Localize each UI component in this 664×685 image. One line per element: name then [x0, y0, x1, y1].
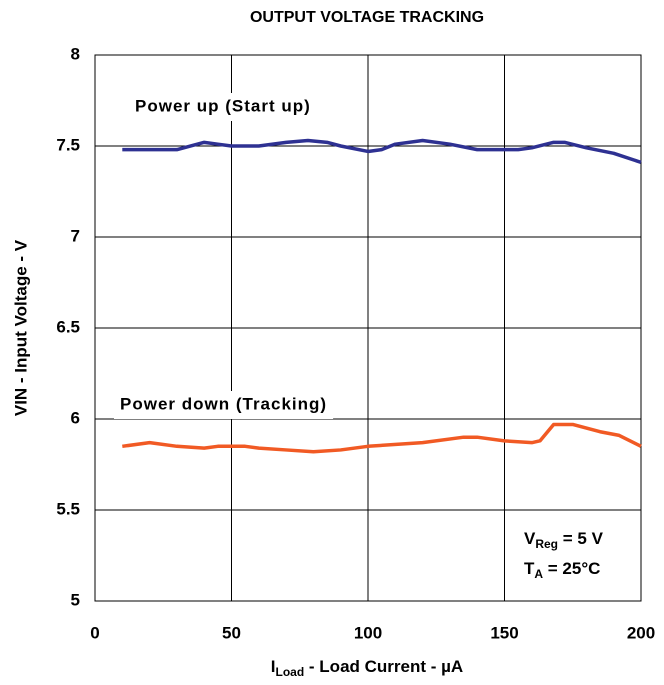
label-background [114, 391, 334, 419]
x-tick-label: 50 [222, 623, 241, 642]
y-tick-label: 6 [71, 408, 80, 427]
y-tick-label: 7 [71, 226, 80, 245]
y-tick-label: 5.5 [56, 499, 80, 518]
annotation-sub: Reg [535, 537, 558, 551]
x-tick-label: 200 [627, 623, 655, 642]
x-tick-label: 0 [90, 623, 99, 642]
annotation: TA = 25°C [524, 559, 600, 581]
y-tick-label: 7.5 [56, 135, 80, 154]
chart-title: OUTPUT VOLTAGE TRACKING [250, 9, 484, 26]
annotation-main: T [524, 559, 535, 578]
x-axis-label: ILoad - Load Current - µA [271, 657, 463, 679]
annotation-sub: A [534, 567, 543, 581]
y-tick-label: 5 [71, 590, 80, 609]
plot-frame [94, 54, 642, 602]
series-line [122, 422, 642, 454]
x-tick-label: 100 [354, 623, 382, 642]
x-label-rest: - Load Current - µA [304, 657, 463, 676]
label-background [129, 93, 317, 121]
annotation-rest: = 5 V [558, 529, 604, 548]
series-line [122, 138, 642, 165]
y-tick-label: 6.5 [56, 317, 80, 336]
x-label-sub: Load [276, 665, 305, 679]
series-label: Power down (Tracking) [120, 394, 327, 413]
y-tick-label: 8 [71, 44, 80, 63]
annotation: VReg = 5 V [524, 529, 604, 551]
annotation-main: V [524, 529, 536, 548]
x-label-main: I [271, 657, 276, 676]
x-tick-label: 150 [490, 623, 518, 642]
series-label: Power up (Start up) [135, 96, 311, 115]
y-axis-label: VIN - Input Voltage - V [11, 239, 30, 416]
annotation-rest: = 25°C [543, 559, 600, 578]
